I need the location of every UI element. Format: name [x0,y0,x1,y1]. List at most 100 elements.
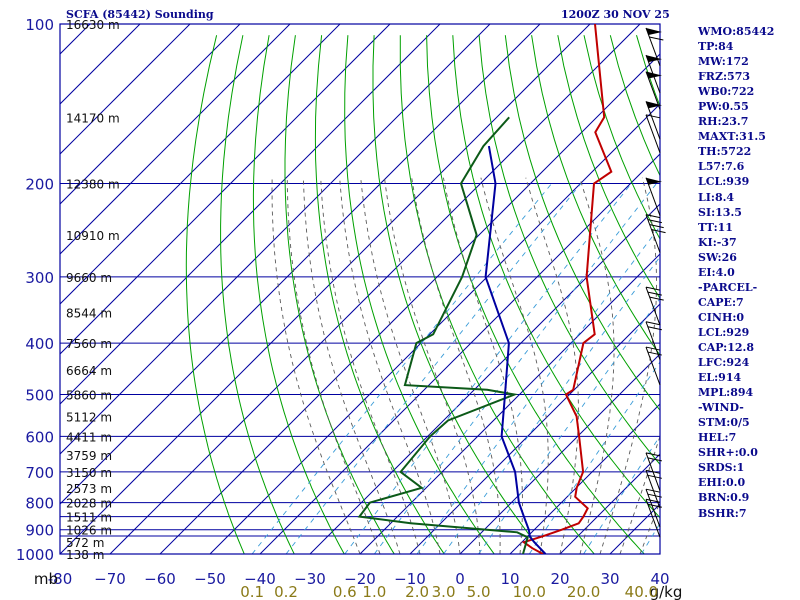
wind-barb-staff [645,499,661,538]
parcel-line [484,145,547,554]
mixing-ratio-label: 10.0 [513,583,546,600]
wind-barb [645,488,662,528]
temperature-tick-label: 0 [455,570,465,588]
isotherm-line [60,24,291,255]
isotherm-line [109,24,641,554]
temperature-tick-label: −30 [294,570,326,588]
index-item: MW:172 [698,55,749,69]
pressure-tick-label: 600 [25,428,54,446]
index-item: FRZ:573 [698,70,751,84]
index-item: CAPE:7 [698,295,744,309]
isotherm-line [60,24,341,305]
mixing-ratio-label: 5.0 [467,583,491,600]
temperature-line [521,24,613,554]
index-item: STM:0/5 [698,416,750,430]
index-item: EHI:0.0 [698,476,746,490]
mixing-ratio-label: 2.0 [405,583,429,600]
index-item: SHR+:0.0 [698,446,758,460]
wind-barb [645,177,662,216]
mixing-ratio-line [251,183,553,554]
isotherm-line [509,403,660,554]
height-label: 1026 m [66,524,112,538]
pressure-tick-label: 800 [25,495,54,513]
pressure-tick-label: 500 [25,386,54,404]
dry-adiabat-line [452,35,660,519]
wind-barb-line [645,452,661,457]
mixing-ratio-line [344,183,632,554]
isotherm-line [409,303,660,554]
temperature-tick-label: 40 [650,570,669,588]
wind-barb-line [647,503,662,508]
temperature-tick-label: 10 [500,570,519,588]
height-label: 10910 m [66,229,120,243]
temperature-tick-label: −50 [194,570,226,588]
dry-adiabat-line [426,35,645,554]
wind-barb [645,71,662,110]
index-item: TT:11 [698,220,733,234]
wind-barb-staff [645,114,661,153]
wind-barb [645,286,664,326]
moist-adiabat-line [480,177,549,554]
mixing-ratio-line [478,297,660,554]
mixing-ratio-line [443,256,660,554]
wind-barb-line [645,321,661,326]
height-label: 12380 m [66,178,120,192]
wind-barb-line [647,457,662,462]
index-item: -WIND- [698,401,744,415]
height-label: 3150 m [66,466,112,480]
temperature-tick-label: 30 [600,570,619,588]
index-item: CINH:0 [698,310,745,324]
height-label: 5112 m [66,410,112,424]
pressure-tick-label: 200 [25,176,54,194]
index-item: L57:7.6 [698,160,745,174]
pressure-unit-label: mb [34,570,58,588]
pressure-tick-label: 100 [25,16,54,34]
moist-adiabat-line [320,177,421,554]
isotherm-line [60,24,591,554]
moist-adiabat-line [384,177,481,554]
moist-adiabat-line [442,177,523,554]
wind-barb-line [647,326,662,331]
index-item: MAXT:31.5 [698,130,766,144]
dry-adiabat-line [531,35,660,357]
wind-barb-staff [645,321,661,360]
index-item: BRN:0.9 [698,491,750,505]
wind-barb-line [645,346,661,351]
wind-barb-flag [646,71,662,79]
moist-adiabat-line [525,177,579,554]
dry-adiabat-line [314,35,445,554]
height-label: 14170 m [66,111,120,125]
mixing-ratio-line [416,225,660,554]
wind-barb-line [645,488,661,493]
dry-adiabat-line [399,35,595,554]
dry-adiabat-line [557,35,660,300]
wind-barb-line [647,291,662,296]
dry-adiabat-line [478,35,660,466]
index-item: LI:8.4 [698,190,735,204]
wind-barb-flag [646,101,662,109]
index-item: CAP:12.8 [698,340,755,354]
plot-frame [59,23,661,555]
height-label: 138 m [66,548,104,562]
moist-adiabat-line [639,500,660,554]
wind-barb-line [645,286,661,291]
wind-barb [645,498,662,538]
index-item: TP:84 [698,40,734,54]
wind-barb-flag [646,177,662,185]
index-item: SW:26 [698,250,737,264]
wind-barb [645,321,662,360]
isotherm-line [359,253,660,554]
temperature-tick-label: -80 [48,570,73,588]
height-label: 7560 m [66,337,112,351]
dry-adiabat-line [252,35,345,554]
moist-adiabat-line [339,177,441,554]
dry-adiabat-line [185,35,245,554]
isotherm-line [60,24,441,405]
chart-title: SCFA (85442) Sounding [66,8,214,21]
wind-barb-staff [645,346,661,386]
isotherm-line [60,24,541,505]
wind-barb-line [647,493,662,498]
pressure-tick-label: 400 [25,335,54,353]
moist-adiabat-line [286,177,381,554]
